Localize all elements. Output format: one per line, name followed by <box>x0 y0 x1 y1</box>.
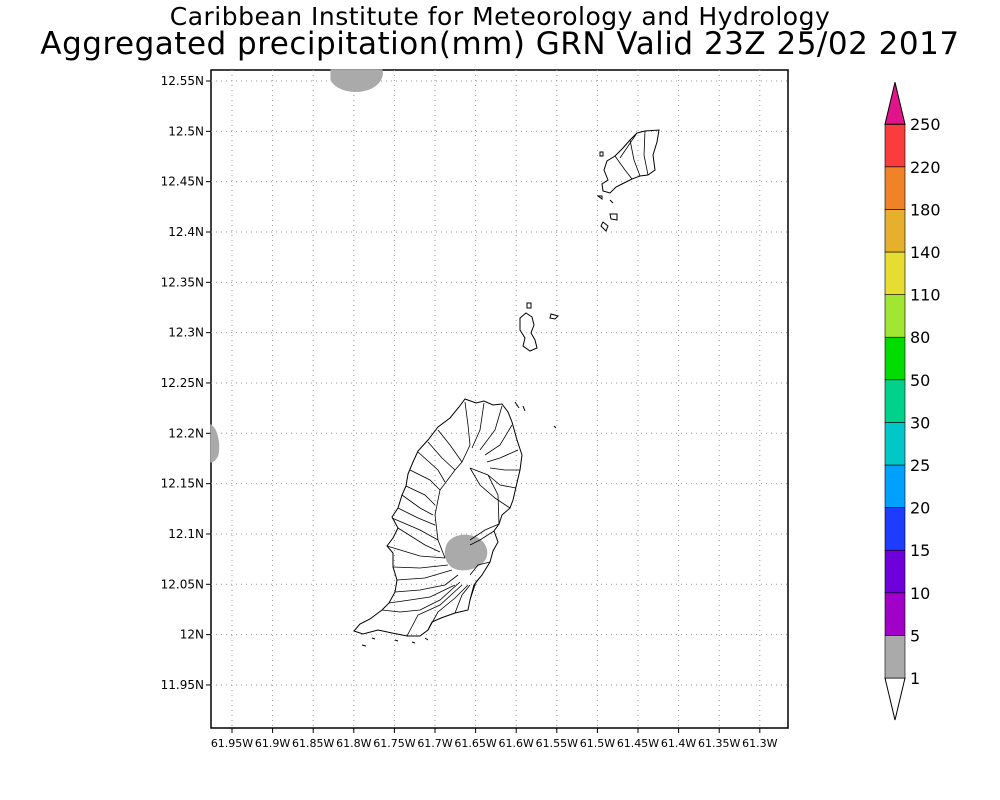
small-islets-north <box>596 151 618 232</box>
legend-level-label: 30 <box>910 413 930 432</box>
legend-level-label: 220 <box>910 158 941 177</box>
grenada-coastline <box>353 398 523 637</box>
legend-color-box <box>884 464 906 508</box>
lon-tick-label: 61.55W <box>536 737 578 750</box>
latitude-labels: 12.55N 12.5N 12.45N 12.4N 12.35N 12.3N 12.25N 1… <box>161 74 204 692</box>
precip-area-west <box>210 424 220 463</box>
longitude-labels: 61.95W 61.9W 61.85W 61.8W 61.75W 61.7W 61.65W 6… <box>211 737 778 750</box>
legend-level-label: 250 <box>910 115 941 134</box>
precip-legend <box>884 82 906 721</box>
chart-product-title: Aggregated precipitation(mm) GRN Valid 2… <box>40 26 960 62</box>
legend-color-box <box>884 422 906 466</box>
legend-level-label: 80 <box>910 328 930 347</box>
lon-tick-label: 61.5W <box>580 737 615 750</box>
lon-tick-label: 61.85W <box>292 737 334 750</box>
legend-level-label: 1 <box>910 669 920 688</box>
lat-tick-label: 12.1N <box>168 527 204 541</box>
lat-tick-label: 12.45N <box>161 175 204 189</box>
union-island-interior <box>614 130 649 180</box>
lat-tick-label: 12.05N <box>161 577 204 591</box>
legend-color-box <box>884 379 906 423</box>
lat-tick-label: 12.3N <box>168 326 204 340</box>
chart-institution-title: Caribbean Institute for Meteorology and … <box>169 2 831 31</box>
legend-color-box <box>884 635 906 679</box>
lon-tick-label: 61.6W <box>499 737 534 750</box>
lat-tick-label: 12.4N <box>168 225 204 239</box>
precip-area-north <box>330 69 383 92</box>
lat-tick-label: 11.95N <box>161 678 204 692</box>
legend-top-arrow <box>884 82 906 125</box>
lat-tick-label: 12.2N <box>168 426 204 440</box>
precip-area-island <box>444 534 488 571</box>
legend-color-box <box>884 209 906 253</box>
legend-level-label: 140 <box>910 243 941 262</box>
legend-level-label: 110 <box>910 286 941 305</box>
lon-tick-label: 61.65W <box>454 737 496 750</box>
lon-tick-label: 61.4W <box>661 737 696 750</box>
lat-lon-grid <box>206 70 788 733</box>
legend-color-box <box>884 549 906 594</box>
grenadine-islets <box>514 129 660 429</box>
legend-color-box <box>884 294 906 338</box>
legend-color-box <box>884 123 906 168</box>
legend-color-box <box>884 336 906 381</box>
south-coast-islets <box>361 637 429 647</box>
lat-tick-label: 12.5N <box>168 124 204 138</box>
lon-tick-label: 61.35W <box>698 737 740 750</box>
legend-level-label: 25 <box>910 456 930 475</box>
lon-tick-label: 61.95W <box>211 737 253 750</box>
legend-level-label: 5 <box>910 626 920 645</box>
lon-tick-label: 61.8W <box>336 737 371 750</box>
legend-color-box <box>884 251 906 295</box>
grenada-island <box>353 398 523 647</box>
lon-tick-label: 61.3W <box>742 737 777 750</box>
lon-tick-label: 61.7W <box>417 737 452 750</box>
lat-tick-label: 12.55N <box>161 74 204 88</box>
lon-tick-label: 61.45W <box>617 737 659 750</box>
carriacou-island <box>519 312 538 352</box>
legend-color-box <box>884 507 906 551</box>
legend-color-box <box>884 166 906 210</box>
legend-color-box <box>884 592 906 636</box>
lon-tick-label: 61.75W <box>373 737 415 750</box>
lat-tick-label: 12.35N <box>161 275 204 289</box>
legend-level-label: 10 <box>910 584 930 603</box>
lat-tick-label: 12.25N <box>161 376 204 390</box>
lat-tick-label: 12N <box>180 628 204 642</box>
legend-level-label: 15 <box>910 541 930 560</box>
legend-level-label: 180 <box>910 200 941 219</box>
legend-level-label: 20 <box>910 499 930 518</box>
watershed-lines <box>381 401 520 637</box>
lon-tick-label: 61.9W <box>255 737 290 750</box>
map-frame <box>210 69 789 729</box>
legend-bottom-arrow <box>884 677 906 721</box>
islet-group-mid <box>514 302 559 429</box>
lat-tick-label: 12.15N <box>161 477 204 491</box>
precipitation-shading <box>210 69 488 571</box>
legend-level-label: 50 <box>910 371 930 390</box>
